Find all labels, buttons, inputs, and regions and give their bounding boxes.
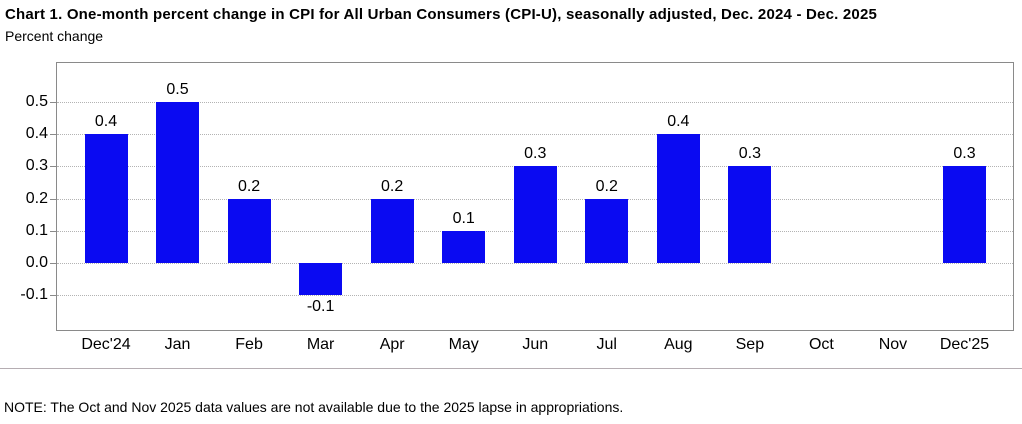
y-axis-tick-label: 0.1 (25, 221, 48, 239)
bar-value-label: 0.2 (237, 177, 261, 195)
x-axis-label: Dec'25 (939, 336, 990, 353)
gridline (57, 295, 1013, 297)
bar-value-label: -0.1 (306, 298, 335, 316)
y-axis-tick (50, 263, 56, 264)
y-axis-tick (50, 134, 56, 136)
y-axis-tick-label: 0.4 (25, 125, 48, 143)
x-axis-label: Sep (735, 336, 765, 353)
bar-may (442, 230, 486, 263)
x-axis-label: May (448, 336, 479, 353)
y-axis-tick-label: 0.5 (25, 92, 48, 110)
bar-value-label: 0.1 (452, 209, 475, 227)
bar-aug (656, 134, 700, 263)
y-axis-tick (50, 198, 56, 200)
bar-mar (299, 263, 343, 296)
bar-value-label: 0.4 (667, 113, 690, 131)
x-axis-label: Dec'24 (81, 336, 131, 353)
chart-subtitle: Percent change (5, 28, 104, 44)
bar-value-label: 0.3 (524, 145, 547, 163)
bar-value-label: 0.3 (953, 145, 976, 163)
footer-divider (0, 368, 1022, 369)
y-axis-tick (50, 166, 56, 168)
gridline (57, 134, 1013, 136)
y-axis-tick (50, 295, 56, 297)
footnote: NOTE: The Oct and Nov 2025 data values a… (4, 399, 624, 415)
x-axis-label: Mar (306, 336, 335, 353)
bar-value-label: 0.2 (381, 177, 404, 195)
x-axis-label: Aug (664, 336, 693, 353)
y-axis-tick-label: 0.2 (25, 189, 48, 207)
bar-jan (156, 101, 200, 263)
gridline (57, 263, 1013, 264)
x-axis-label: Jul (596, 336, 617, 353)
bar-sep (728, 166, 772, 263)
bar-dec25 (942, 166, 986, 263)
bar-apr (370, 198, 414, 263)
gridline (57, 101, 1013, 103)
y-axis-tick-label: 0.0 (25, 254, 48, 271)
bar-value-label: 0.4 (94, 113, 118, 131)
bar-value-label: 0.5 (166, 80, 189, 98)
x-axis-label: Apr (379, 336, 405, 353)
bar-jun (513, 166, 557, 263)
bar-feb (227, 198, 271, 263)
bar-value-label: 0.2 (595, 177, 618, 195)
bar-jul (585, 198, 629, 263)
bar-dec24 (84, 134, 128, 263)
x-axis-label: Nov (878, 336, 908, 353)
x-axis-label: Jun (522, 336, 549, 353)
x-axis-label: Oct (808, 336, 834, 353)
y-axis-tick (50, 101, 56, 103)
plot-area: 0.5 0.4 0.3 0.2 0.1 0.0 -0.1 0.4 Dec'24 0.5 Jan 0.2… (20, 62, 1014, 353)
chart-title: Chart 1. One-month percent change in CPI… (5, 6, 878, 23)
bar-value-label: 0.3 (738, 145, 761, 163)
y-axis-tick-label: -0.1 (20, 286, 48, 304)
y-axis-tick-label: 0.3 (25, 157, 48, 175)
y-axis-tick (50, 230, 56, 232)
x-axis-label: Jan (164, 336, 191, 353)
x-axis-label: Feb (235, 336, 263, 353)
